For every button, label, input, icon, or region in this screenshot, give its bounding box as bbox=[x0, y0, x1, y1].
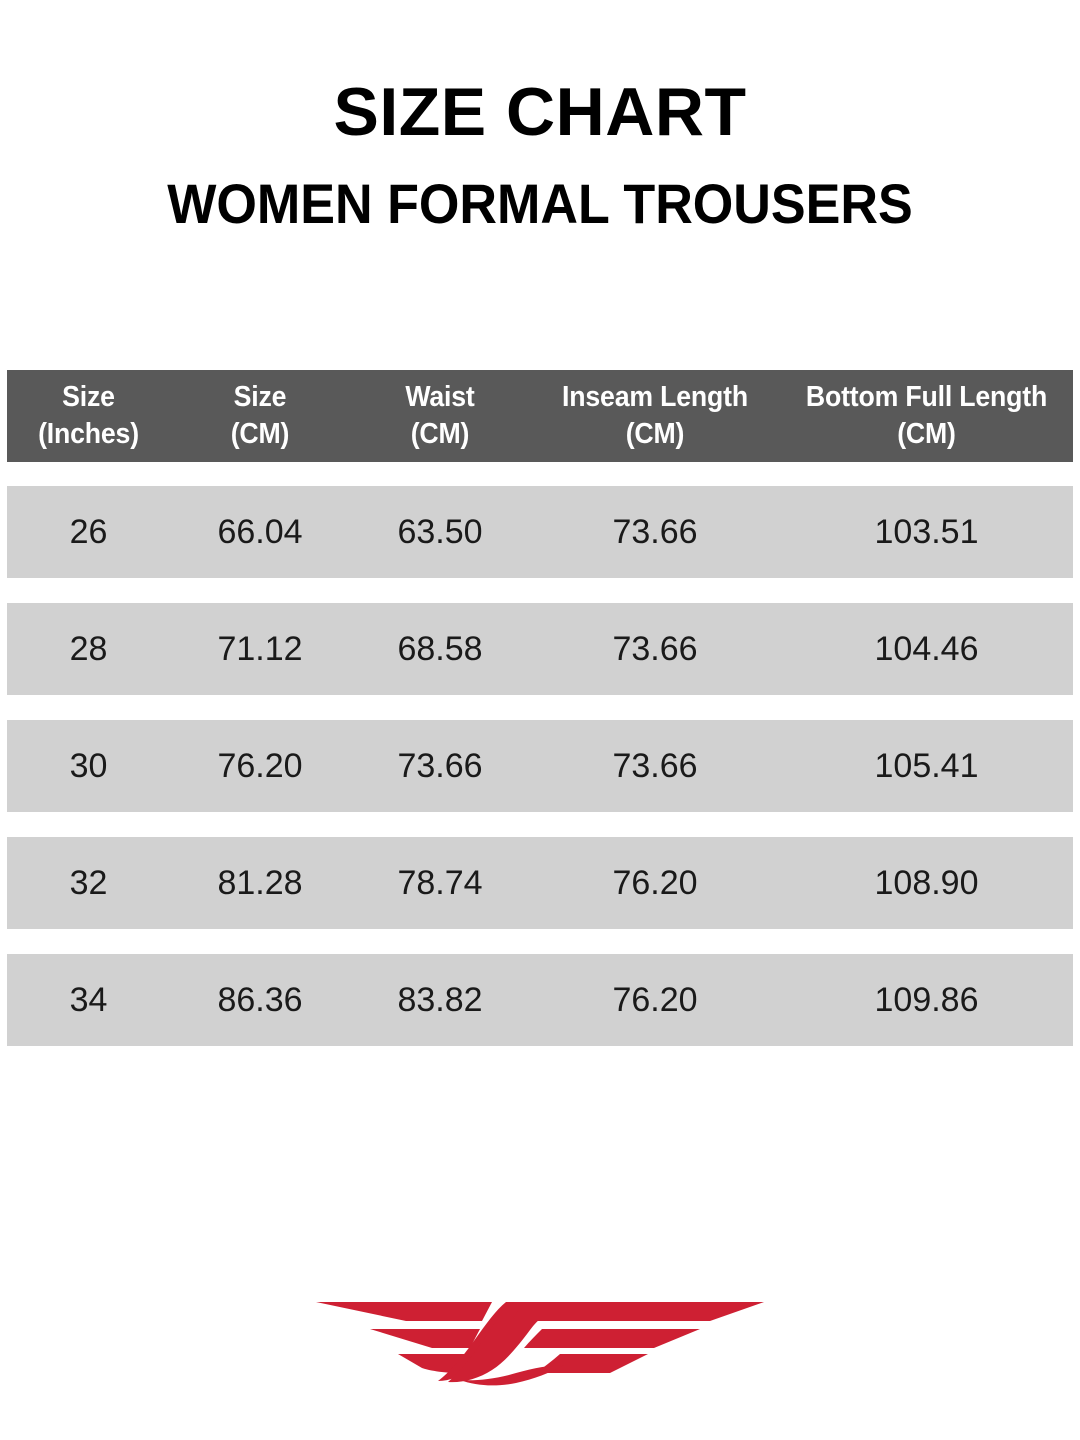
table-row: 34 86.36 83.82 76.20 109.86 bbox=[7, 954, 1073, 1046]
cell-waist-cm: 63.50 bbox=[397, 512, 483, 551]
cell-size-inches: 30 bbox=[69, 746, 108, 785]
column-header-line2: (CM) bbox=[410, 418, 470, 450]
column-header-size-inches: Size (Inches) bbox=[14, 379, 164, 452]
column-header-line1: Inseam Length bbox=[562, 381, 748, 414]
cell-inseam-length-cm: 73.66 bbox=[612, 629, 698, 668]
table-row: 26 66.04 63.50 73.66 103.51 bbox=[7, 486, 1073, 578]
cell-size-cm: 86.36 bbox=[217, 980, 303, 1019]
column-header-line1: Waist bbox=[405, 381, 475, 414]
column-header-waist-cm: Waist (CM) bbox=[357, 379, 523, 452]
table-row: 30 76.20 73.66 73.66 105.41 bbox=[7, 720, 1073, 812]
cell-bottom-full-length-cm: 104.46 bbox=[874, 629, 979, 668]
cell-size-cm: 71.12 bbox=[217, 629, 303, 668]
cell-inseam-length-cm: 73.66 bbox=[612, 746, 698, 785]
cell-waist-cm: 78.74 bbox=[397, 863, 483, 902]
cell-inseam-length-cm: 76.20 bbox=[612, 863, 698, 902]
cell-size-inches: 28 bbox=[69, 629, 108, 668]
column-header-bottom-full-length-cm: Bottom Full Length (CM) bbox=[792, 379, 1062, 452]
cell-size-cm: 66.04 bbox=[217, 512, 303, 551]
cell-waist-cm: 73.66 bbox=[397, 746, 483, 785]
cell-size-inches: 34 bbox=[69, 980, 108, 1019]
column-header-line1: Bottom Full Length bbox=[805, 381, 1048, 414]
table-row: 28 71.12 68.58 73.66 104.46 bbox=[7, 603, 1073, 695]
column-header-line2: (CM) bbox=[625, 418, 685, 450]
winged-emblem-icon bbox=[316, 1302, 764, 1386]
cell-inseam-length-cm: 73.66 bbox=[612, 512, 698, 551]
column-header-line2: (Inches) bbox=[38, 418, 139, 450]
cell-bottom-full-length-cm: 109.86 bbox=[874, 980, 979, 1019]
column-header-line2: (CM) bbox=[897, 418, 956, 450]
cell-bottom-full-length-cm: 103.51 bbox=[874, 512, 979, 551]
cell-bottom-full-length-cm: 105.41 bbox=[874, 746, 979, 785]
column-header-line2: (CM) bbox=[230, 418, 290, 450]
cell-waist-cm: 83.82 bbox=[397, 980, 483, 1019]
cell-size-cm: 81.28 bbox=[217, 863, 303, 902]
brand-logo bbox=[0, 1280, 1080, 1405]
title-block: SIZE CHART WOMEN FORMAL TROUSERS bbox=[0, 0, 1080, 232]
table-row: 32 81.28 78.74 76.20 108.90 bbox=[7, 837, 1073, 929]
cell-size-inches: 26 bbox=[69, 512, 108, 551]
table-header-row: Size (Inches) Size (CM) Waist (CM) Insea… bbox=[7, 370, 1073, 462]
page-subtitle: WOMEN FORMAL TROUSERS bbox=[167, 172, 913, 235]
cell-bottom-full-length-cm: 108.90 bbox=[874, 863, 979, 902]
size-chart-table: Size (Inches) Size (CM) Waist (CM) Insea… bbox=[7, 370, 1073, 1046]
page-title: SIZE CHART bbox=[333, 74, 747, 150]
cell-waist-cm: 68.58 bbox=[397, 629, 483, 668]
cell-size-cm: 76.20 bbox=[217, 746, 303, 785]
cell-inseam-length-cm: 76.20 bbox=[612, 980, 698, 1019]
column-header-line1: Size bbox=[233, 381, 287, 414]
column-header-line1: Size bbox=[62, 381, 115, 414]
column-header-inseam-length-cm: Inseam Length (CM) bbox=[540, 379, 770, 452]
cell-size-inches: 32 bbox=[69, 863, 108, 902]
column-header-size-cm: Size (CM) bbox=[177, 379, 343, 452]
